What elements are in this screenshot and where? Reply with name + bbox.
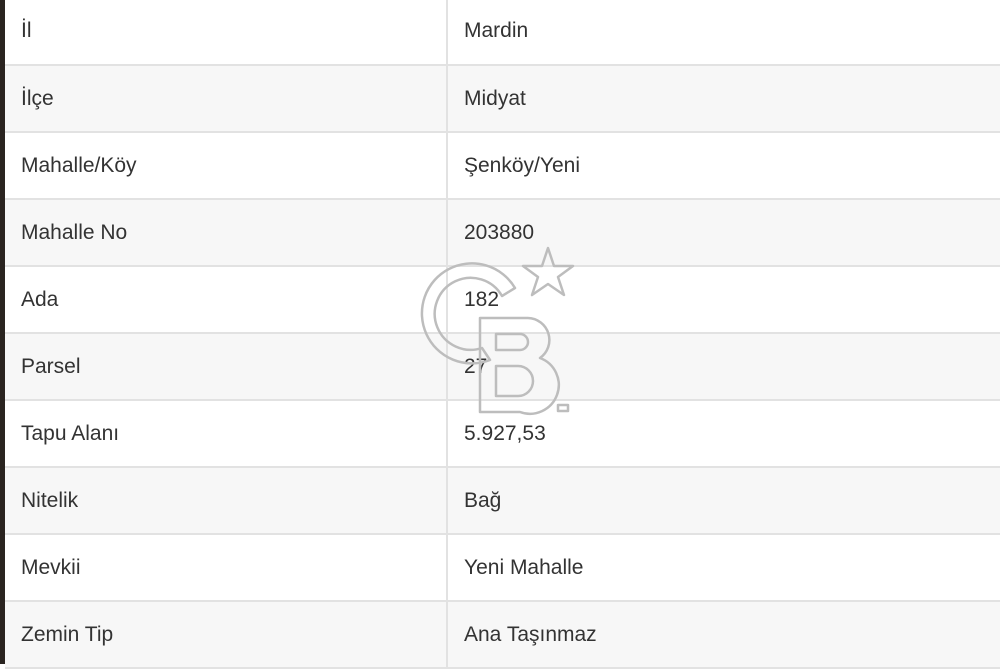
row-value: Bağ: [447, 467, 1000, 535]
row-label: Zemin Tip: [5, 601, 448, 669]
table-row: Mahalle/Köy Şenköy/Yeni: [5, 132, 1000, 200]
row-value: Yeni Mahalle: [447, 534, 1000, 602]
table-row: Ada 182: [5, 266, 1000, 334]
row-label: İl: [5, 0, 448, 66]
row-label: İlçe: [5, 65, 448, 133]
row-label: Tapu Alanı: [5, 400, 448, 468]
table-row: Mevkii Yeni Mahalle: [5, 534, 1000, 602]
table-row: Zemin Tip Ana Taşınmaz: [5, 601, 1000, 669]
row-value: 203880: [447, 199, 1000, 267]
left-edge-bar: [0, 0, 5, 664]
row-value: 5.927,53: [447, 400, 1000, 468]
table-row: Mahalle No 203880: [5, 199, 1000, 267]
table-row: Tapu Alanı 5.927,53: [5, 400, 1000, 468]
row-value: 27: [447, 333, 1000, 401]
table-row: İlçe Midyat: [5, 65, 1000, 133]
row-value: Ana Taşınmaz: [447, 601, 1000, 669]
row-label: Ada: [5, 266, 448, 334]
property-details-table: İl Mardin İlçe Midyat Mahalle/Köy Şenköy/Yeni…: [5, 0, 1000, 669]
table-row: Parsel 27: [5, 333, 1000, 401]
row-label: Mahalle No: [5, 199, 448, 267]
row-label: Mevkii: [5, 534, 448, 602]
row-label: Nitelik: [5, 467, 448, 535]
row-label: Parsel: [5, 333, 448, 401]
row-value: Şenköy/Yeni: [447, 132, 1000, 200]
row-value: Mardin: [447, 0, 1000, 66]
row-label: Mahalle/Köy: [5, 132, 448, 200]
row-value: Midyat: [447, 65, 1000, 133]
table-row: İl Mardin: [5, 0, 1000, 66]
row-value: 182: [447, 266, 1000, 334]
table-row: Nitelik Bağ: [5, 467, 1000, 535]
